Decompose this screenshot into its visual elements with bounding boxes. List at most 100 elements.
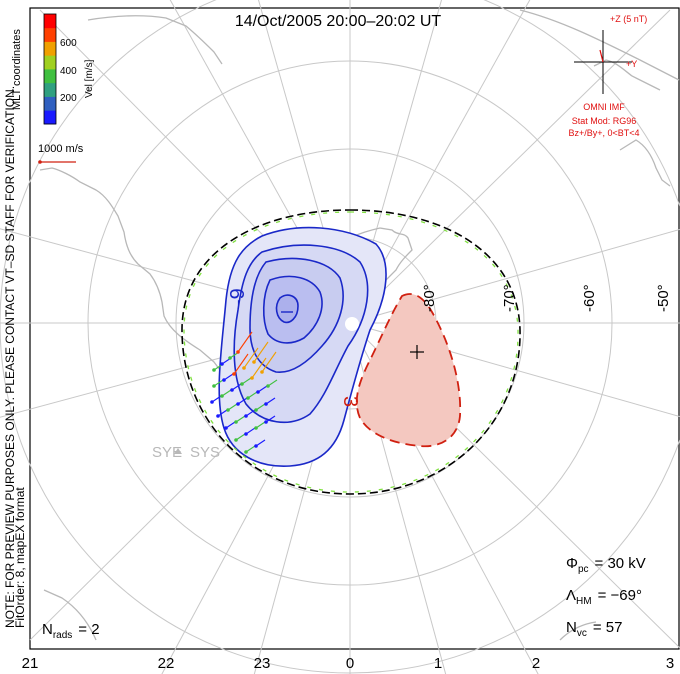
lat-label-70: -70°: [501, 284, 518, 312]
coastline-east: [519, 9, 680, 81]
mlt-label-1: 1: [434, 655, 442, 672]
velocity-vector-origin: [244, 414, 248, 418]
velocity-vector: [245, 409, 256, 417]
stats-panel: Φpc = 30 kV ΛHM = −69° Nvc = 57 Nrads = 2: [42, 555, 646, 641]
velocity-vector: [213, 379, 224, 387]
velocity-vector-origin: [220, 394, 224, 398]
velocity-vector-origin: [240, 382, 244, 386]
imf-source: OMNI IMF: [583, 102, 625, 112]
velocity-vector-origin: [260, 370, 264, 374]
boundary-black: [181, 209, 521, 495]
radar-site-icon: [174, 448, 182, 454]
velocity-vector-origin: [236, 402, 240, 406]
velocity-vector: [251, 357, 267, 379]
radar-label-sye: SYE: [152, 444, 182, 461]
velocity-vector-origin: [226, 408, 230, 412]
stat-n-rads: Nrads = 2: [42, 621, 100, 641]
colorbar-swatch: [44, 96, 56, 111]
lat-label-80: -80°: [421, 284, 438, 312]
velocity-vector: [245, 445, 256, 453]
colorbar: 600 400 200 Vel [m/s]: [43, 13, 95, 125]
velocity-vector-origin: [220, 362, 224, 366]
colorbar-swatch: [44, 110, 56, 125]
colorbar-swatch: [44, 55, 56, 70]
colorbar-swatch: [44, 41, 56, 56]
colorbar-tick-600: 600: [60, 38, 77, 49]
imf-panel: +Z (5 nT) +Y OMNI IMF Stat Mod: RG96 Bz+…: [568, 14, 647, 138]
velocity-vector-origin: [244, 432, 248, 436]
colorbar-tick-200: 200: [60, 93, 77, 104]
velocity-vector-origin: [232, 372, 236, 376]
velocity-vector: [223, 373, 234, 381]
velocity-vector: [227, 403, 238, 411]
colorbar-swatch: [44, 69, 56, 84]
fit-order-label: FitOrder: 8, mapEX format: [13, 487, 27, 628]
positive-cell-fill: [355, 293, 462, 448]
velocity-vector: [217, 409, 228, 417]
velocity-vector: [245, 427, 256, 435]
imf-model: Stat Mod: RG96: [572, 116, 637, 126]
velocity-vector-origin: [256, 390, 260, 394]
velocity-vector: [255, 439, 266, 447]
colorbar-tick-400: 400: [60, 66, 77, 77]
velocity-vector: [241, 377, 252, 385]
velocity-vector: [255, 421, 266, 429]
preview-notice: NOTE: FOR PREVIEW PURPOSES ONLY. PLEASE …: [3, 86, 17, 628]
imf-condition: Bz+/By+, 0<BT<4: [568, 128, 639, 138]
velocity-vector: [235, 415, 246, 423]
velocity-vector: [237, 331, 253, 353]
velocity-vector-origin: [254, 408, 258, 412]
velocity-vector-origin: [252, 360, 256, 364]
velocity-vector: [265, 397, 276, 405]
velocity-vector-origin: [210, 400, 214, 404]
velocity-vector-origin: [212, 368, 216, 372]
colorbar-swatch: [44, 14, 56, 29]
imf-plus-y-label: +Y: [626, 59, 637, 69]
velocity-vector: [233, 353, 249, 375]
velocity-vector: [255, 403, 266, 411]
mlt-label-2: 2: [532, 655, 540, 672]
lat-label-50: -50°: [655, 284, 672, 312]
velocity-vector-origin: [216, 414, 220, 418]
velocity-vector: [237, 397, 248, 405]
velocity-vector: [257, 385, 268, 393]
mlt-label-23: 23: [254, 655, 271, 672]
contour-label-positive: 3: [339, 396, 361, 407]
velocity-vector-origin: [224, 426, 228, 430]
velocity-vector-origin: [242, 366, 246, 370]
vector-scale-dot: [38, 160, 42, 164]
mlt-label-22: 22: [158, 655, 175, 672]
lat-labels: -80° -70° -60° -50°: [421, 284, 672, 312]
velocity-vector-origin: [254, 426, 258, 430]
velocity-vector: [225, 421, 236, 429]
heppner-maynard-boundary: [181, 209, 521, 495]
stat-phi-pc: Φpc = 30 kV: [566, 555, 646, 575]
coastline-bottom: [43, 589, 597, 641]
stat-lambda-hm: ΛHM = −69°: [566, 587, 642, 607]
velocity-vector-origin: [244, 450, 248, 454]
velocity-vector-origin: [230, 388, 234, 392]
velocity-vector-origin: [228, 356, 232, 360]
coastline-australia: [593, 59, 671, 187]
mlt-label-0: 0: [346, 655, 354, 672]
vector-scale-label: 1000 m/s: [38, 143, 84, 155]
colorbar-swatches: [44, 14, 56, 125]
velocity-vector: [261, 351, 277, 373]
vector-scale: 1000 m/s: [38, 143, 84, 164]
velocity-vectors: [210, 331, 278, 454]
lat-label-60: -60°: [581, 284, 598, 312]
velocity-vector-origin: [250, 376, 254, 380]
pole-marker: [345, 317, 359, 331]
velocity-vector: [265, 415, 276, 423]
velocity-vector-origin: [236, 350, 240, 354]
velocity-vector: [235, 433, 246, 441]
stat-n-vc: Nvc = 57: [566, 619, 622, 639]
mlt-axis-labels: 21 22 23 0 1 2 3: [22, 655, 675, 672]
velocity-vector-origin: [234, 420, 238, 424]
velocity-vector: [221, 389, 232, 397]
velocity-vector: [247, 391, 258, 399]
colorbar-outline: [43, 13, 57, 125]
velocity-vector: [253, 341, 269, 363]
velocity-vector-origin: [254, 444, 258, 448]
velocity-vector-origin: [212, 384, 216, 388]
